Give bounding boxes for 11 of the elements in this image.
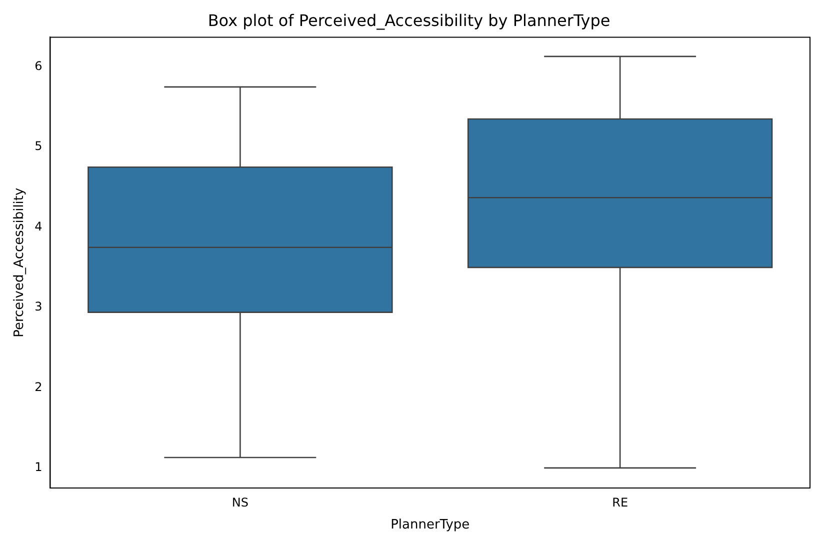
- y-axis-title: Perceived_Accessibility: [12, 187, 28, 338]
- chart-title: Box plot of Perceived_Accessibility by PlannerType: [208, 10, 610, 30]
- y-tick-label: 6: [34, 59, 42, 74]
- x-tick-label: NS: [232, 495, 248, 510]
- x-tick-label: RE: [612, 495, 628, 510]
- x-axis-title: PlannerType: [390, 518, 470, 533]
- y-tick-label: 2: [34, 380, 42, 394]
- y-tick-label: 3: [34, 300, 42, 314]
- y-tick-label: 1: [34, 460, 42, 474]
- y-tick-label: 5: [34, 139, 42, 154]
- y-tick-label: 4: [34, 219, 42, 234]
